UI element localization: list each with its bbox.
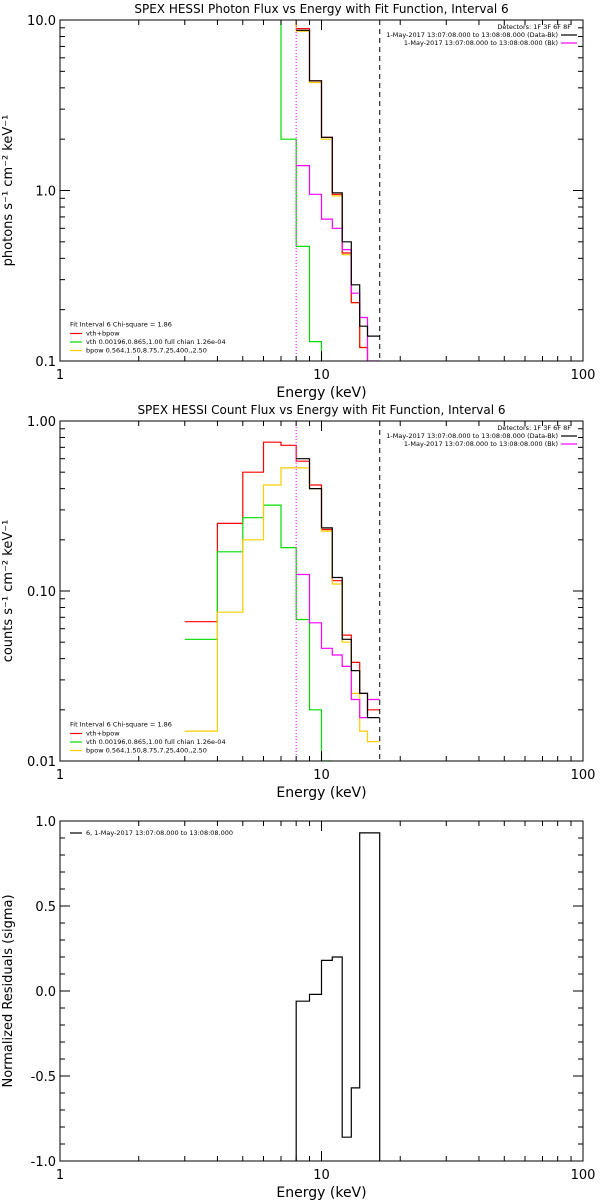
y-axis-label: photons s⁻¹ cm⁻² keV⁻¹ <box>1 115 16 267</box>
y-tick-label: -1.0 <box>31 1155 56 1170</box>
detectors-label: Detectors: 1F 3F 6F 8F <box>497 23 571 31</box>
y-tick-label: 0.10 <box>27 585 56 600</box>
chart-title: SPEX HESSI Photon Flux vs Energy with Fi… <box>134 2 508 16</box>
y-tick-label: 0.1 <box>35 355 56 370</box>
legend-entry-label: vth+bpow <box>86 730 120 738</box>
x-tick-label: 10 <box>313 368 330 383</box>
series-background <box>296 573 380 719</box>
x-tick-label: 1 <box>56 368 64 383</box>
series-residuals <box>295 832 381 1161</box>
x-tick-label: 100 <box>571 1168 596 1183</box>
legend-entry-label: bpow 0.564,1.50,8.75,7.25,400.,2.50 <box>86 347 207 355</box>
series-fit_total <box>184 441 380 711</box>
x-axis-label: Energy (keV) <box>276 1185 366 1200</box>
y-axis-label: counts s⁻¹ cm⁻² keV⁻¹ <box>1 520 16 663</box>
y-tick-label: 10.0 <box>27 14 56 29</box>
x-tick-label: 100 <box>571 368 596 383</box>
legend-entry-label: vth 0.00196,0.865,1.00 full chian 1.26e-… <box>86 338 226 346</box>
series-vth <box>184 504 333 761</box>
y-tick-label: 1.0 <box>35 815 56 830</box>
x-tick-label: 10 <box>313 768 330 783</box>
y-tick-label: 0.0 <box>35 985 56 1000</box>
x-tick-label: 1 <box>56 768 64 783</box>
y-axis-label: Normalized Residuals (sigma) <box>1 894 16 1087</box>
y-tick-label: 0.5 <box>35 900 56 915</box>
y-tick-label: 1.0 <box>35 185 56 200</box>
series-bpow <box>184 467 380 743</box>
x-axis-label: Energy (keV) <box>276 385 366 401</box>
y-tick-label: 1.00 <box>27 415 56 430</box>
series-group <box>280 20 380 361</box>
fit-interval-label: Fit Interval 6 Chi-square = 1.86 <box>70 321 172 329</box>
legend-entry-label: 1-May-2017 13:07:08.000 to 13:08:08.000 … <box>404 39 558 47</box>
detectors-label: Detectors: 1F 3F 6F 8F <box>497 424 571 432</box>
series-group <box>184 441 380 761</box>
legend-entry-label: vth+bpow <box>86 330 120 338</box>
series-bpow <box>295 20 369 361</box>
legend-entry-label: 6, 1-May-2017 13:07:08.000 to 13:08:08.0… <box>86 829 233 837</box>
legend-entry-label: vth 0.00196,0.865,1.00 full chian 1.26e-… <box>86 738 226 746</box>
legend-entry-label: 1-May-2017 13:07:08.000 to 13:08:08.000 … <box>404 440 558 448</box>
plot-frame <box>59 19 584 362</box>
x-tick-label: 10 <box>313 1168 330 1183</box>
legend-entry-label: bpow 0.564,1.50,8.75,7.25,400.,2.50 <box>86 747 207 755</box>
series-data <box>296 458 380 719</box>
fit-interval-label: Fit Interval 6 Chi-square = 1.86 <box>70 721 172 729</box>
series-vth <box>280 20 323 361</box>
series-data <box>296 29 380 337</box>
legend-entry-label: 1-May-2017 13:07:08.000 to 13:08:08.000 … <box>386 31 558 39</box>
y-tick-label: -0.5 <box>31 1070 56 1085</box>
y-tick-label: 0.01 <box>27 755 56 770</box>
legend-entry-label: 1-May-2017 13:07:08.000 to 13:08:08.000 … <box>386 432 558 440</box>
x-tick-label: 100 <box>571 768 596 783</box>
x-tick-label: 1 <box>56 1168 64 1183</box>
series-group <box>295 832 381 1161</box>
x-axis-label: Energy (keV) <box>276 785 366 801</box>
chart-title: SPEX HESSI Count Flux vs Energy with Fit… <box>137 403 505 417</box>
